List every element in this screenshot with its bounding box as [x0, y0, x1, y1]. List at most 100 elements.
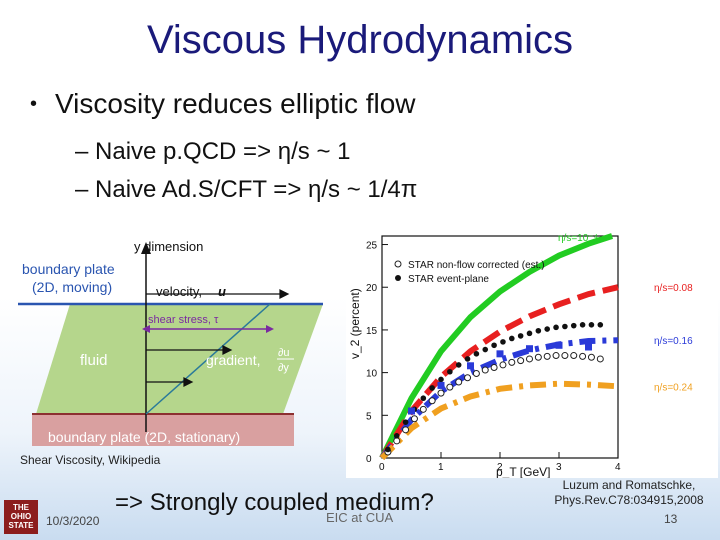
- series-line-3: [379, 380, 619, 461]
- citation-reference: Phys.Rev.C78:034915,2008: [554, 493, 704, 507]
- series-label-1: η/s=0.08: [654, 283, 693, 294]
- data-point-filled: [562, 323, 568, 330]
- data-point-open: [534, 353, 542, 361]
- slide-title: Viscous Hydrodynamics: [146, 18, 574, 62]
- gradient-numerator: ∂u: [278, 347, 290, 359]
- data-point-square: [408, 407, 415, 415]
- data-point-filled: [553, 324, 559, 331]
- data-point-open: [517, 357, 525, 365]
- data-point-square: [496, 350, 504, 358]
- citation-authors: Luzum and Romatschke,: [562, 478, 696, 492]
- data-point-open: [579, 352, 587, 360]
- data-point-square: [467, 362, 474, 370]
- y-tick-label: 20: [366, 283, 378, 294]
- data-point-filled: [393, 433, 400, 439]
- data-point-square: [437, 381, 445, 389]
- data-point-open: [543, 352, 551, 360]
- data-point-filled: [491, 342, 497, 349]
- data-point-filled: [500, 339, 506, 345]
- data-point-open: [402, 426, 410, 434]
- data-point-open: [490, 363, 498, 371]
- x-axis-label: p_T [GeV]: [496, 465, 550, 478]
- logo-line-1: THE: [13, 503, 29, 512]
- data-point-filled: [447, 368, 453, 375]
- gradient-label: gradient,: [206, 352, 260, 368]
- data-point-filled: [509, 335, 515, 342]
- series-line-1: [379, 284, 619, 460]
- data-point-open: [410, 415, 418, 423]
- data-point-filled: [544, 326, 550, 332]
- x-tick-label: 2: [497, 462, 503, 473]
- fluid-label: fluid: [80, 352, 108, 369]
- x-tick-label: 0: [379, 462, 385, 473]
- series-label-0: η/s=10⁻⁴: [558, 233, 598, 244]
- main-bullet-text: Viscosity reduces elliptic flow: [55, 88, 416, 119]
- data-point-open: [393, 437, 401, 445]
- bottom-claim: => Strongly coupled medium?: [115, 489, 434, 516]
- data-point-open: [464, 374, 472, 382]
- bullet-dot-icon: •: [30, 92, 38, 115]
- data-point-open: [428, 397, 436, 405]
- data-point-filled: [482, 346, 489, 353]
- velocity-label: velocity,: [156, 284, 202, 299]
- data-point-open: [446, 383, 454, 391]
- shear-viscosity-diagram: y dimension boundary plate (2D, moving) …: [18, 239, 323, 446]
- citation: Luzum and Romatschke, Phys.Rev.C78:03491…: [544, 478, 714, 508]
- data-point-square: [555, 341, 563, 349]
- v2-chart: 0 1 2 3 4 0 5 10 15 20 25 η/s=10⁻⁴ η/s=0.08 η/s=0.16…: [346, 224, 718, 478]
- boundary-moving-label-2: (2D, moving): [32, 279, 112, 295]
- logo-line-2: OHIO: [10, 512, 32, 521]
- data-point-open: [561, 352, 569, 360]
- series-line-0: [379, 233, 614, 460]
- data-point-square: [585, 343, 592, 351]
- data-point-open: [596, 355, 604, 363]
- y-tick-label: 15: [366, 326, 378, 337]
- data-point-filled: [517, 333, 524, 339]
- data-point-filled: [455, 362, 462, 368]
- data-point-filled: [597, 322, 604, 328]
- series-label-2: η/s=0.16: [654, 336, 693, 347]
- x-tick-label: 4: [615, 462, 621, 473]
- sub-bullet-pqcd: – Naive p.QCD => η/s ~ 1: [75, 138, 351, 165]
- y-axis-arrow-icon: [141, 242, 151, 254]
- data-point-filled: [429, 385, 435, 391]
- footer-event: EIC at CUA: [326, 510, 394, 525]
- data-point-filled: [526, 330, 533, 337]
- data-point-open: [437, 389, 445, 397]
- shear-stress-label: shear stress, τ: [148, 314, 219, 326]
- ohio-state-logo: THE OHIO STATE: [4, 500, 38, 534]
- y-tick-label: 10: [366, 369, 378, 380]
- x-tick-label: 1: [438, 462, 444, 473]
- series-label-3: η/s=0.24: [654, 382, 693, 393]
- data-point-filled: [420, 395, 427, 402]
- data-point-open: [472, 369, 480, 377]
- y-tick-label: 25: [366, 241, 378, 252]
- y-axis-label: v_2 (percent): [348, 288, 362, 359]
- data-point-open: [526, 355, 533, 363]
- diagram-caption: Shear Viscosity, Wikipedia: [20, 453, 161, 467]
- data-point-filled: [402, 419, 409, 425]
- page-number: 13: [664, 512, 678, 526]
- data-point-square: [526, 345, 533, 353]
- logo-line-3: STATE: [8, 521, 34, 530]
- legend-entry-0: STAR non-flow corrected (est.): [408, 260, 545, 271]
- x-tick-label: 3: [556, 462, 562, 473]
- data-point-filled: [588, 322, 595, 328]
- data-point-filled: [570, 322, 577, 329]
- main-bullet: • Viscosity reduces elliptic flow: [30, 88, 416, 120]
- stationary-plate: [32, 414, 294, 446]
- y-tick-label: 0: [366, 454, 372, 465]
- data-point-open: [455, 378, 463, 386]
- footer-date: 10/3/2020: [46, 514, 100, 528]
- data-point-filled: [438, 376, 444, 383]
- data-point-filled: [464, 356, 471, 362]
- data-point-open: [481, 366, 489, 374]
- data-point-open: [499, 361, 507, 369]
- data-point-open: [552, 352, 560, 360]
- fluid-region: [36, 304, 323, 414]
- data-point-open: [587, 353, 595, 361]
- data-point-open: [508, 358, 516, 366]
- data-point-open: [419, 405, 427, 413]
- legend-marker-open: [394, 260, 402, 268]
- data-point-filled: [473, 351, 480, 357]
